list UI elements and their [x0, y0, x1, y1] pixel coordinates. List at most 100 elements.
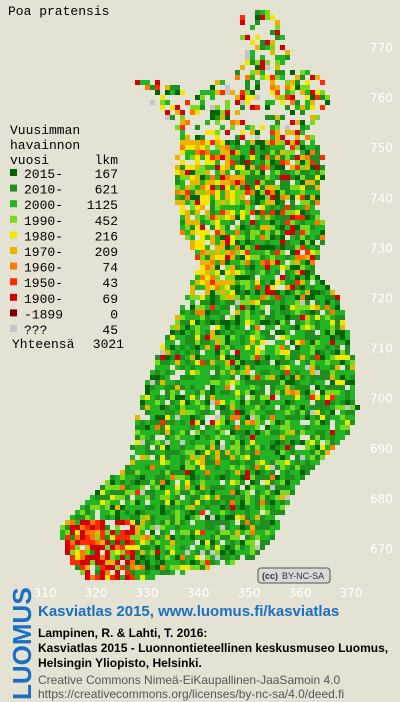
map-cell [250, 155, 255, 160]
map-cell [255, 220, 260, 225]
map-cell [275, 230, 280, 235]
map-cell [245, 50, 250, 55]
map-cell [165, 435, 170, 440]
map-cell [140, 515, 145, 520]
map-cell [255, 160, 260, 165]
map-cell [240, 440, 245, 445]
map-cell [245, 55, 250, 60]
map-cell [315, 305, 320, 310]
map-cell [285, 385, 290, 390]
map-cell [225, 420, 230, 425]
map-cell [245, 60, 250, 65]
map-cell [160, 365, 165, 370]
map-cell [245, 240, 250, 245]
map-cell [190, 505, 195, 510]
map-cell [300, 120, 305, 125]
map-cell [170, 475, 175, 480]
map-cell [105, 480, 110, 485]
map-cell [110, 555, 115, 560]
map-cell [225, 365, 230, 370]
map-cell [305, 250, 310, 255]
map-cell [165, 115, 170, 120]
map-cell [160, 405, 165, 410]
map-cell [280, 480, 285, 485]
map-cell [245, 365, 250, 370]
map-cell [210, 460, 215, 465]
map-cell [225, 145, 230, 150]
map-cell [190, 535, 195, 540]
map-cell [190, 145, 195, 150]
map-cell [295, 190, 300, 195]
map-cell [190, 190, 195, 195]
map-cell [185, 545, 190, 550]
map-cell [285, 210, 290, 215]
map-cell [340, 335, 345, 340]
map-cell [210, 205, 215, 210]
footer-link[interactable]: Kasviatlas 2015, www.luomus.fi/kasviatla… [38, 603, 339, 620]
map-cell [275, 500, 280, 505]
map-cell [75, 520, 80, 525]
map-cell [250, 260, 255, 265]
map-cell [270, 535, 275, 540]
map-cell [315, 180, 320, 185]
map-cell [190, 390, 195, 395]
map-cell [195, 190, 200, 195]
map-cell [125, 480, 130, 485]
map-cell [275, 185, 280, 190]
map-cell [185, 100, 190, 105]
map-cell [235, 155, 240, 160]
map-cell [135, 490, 140, 495]
map-cell [155, 525, 160, 530]
map-cell [215, 200, 220, 205]
map-cell [315, 335, 320, 340]
map-cell [120, 565, 125, 570]
map-cell [320, 285, 325, 290]
map-cell [150, 400, 155, 405]
map-cell [95, 555, 100, 560]
map-cell [150, 475, 155, 480]
map-cell [245, 555, 250, 560]
map-cell [80, 515, 85, 520]
map-cell [335, 380, 340, 385]
map-cell [155, 470, 160, 475]
map-cell [290, 275, 295, 280]
map-cell [220, 125, 225, 130]
map-cell [230, 465, 235, 470]
map-cell [220, 150, 225, 155]
map-cell [200, 240, 205, 245]
map-cell [130, 560, 135, 565]
map-cell [195, 400, 200, 405]
map-cell [250, 525, 255, 530]
map-cell [220, 515, 225, 520]
map-cell [290, 225, 295, 230]
map-cell [220, 300, 225, 305]
map-cell [235, 275, 240, 280]
map-cell [195, 375, 200, 380]
map-cell [90, 540, 95, 545]
map-cell [350, 375, 355, 380]
map-cell [225, 380, 230, 385]
map-cell [205, 245, 210, 250]
legend-count: 216 [95, 229, 118, 244]
map-cell [155, 410, 160, 415]
map-cell [330, 345, 335, 350]
map-cell [280, 240, 285, 245]
north-label: 770 [370, 41, 393, 55]
map-cell [120, 575, 125, 580]
map-cell [205, 360, 210, 365]
map-cell [85, 560, 90, 565]
map-cell [185, 175, 190, 180]
map-cell [190, 540, 195, 545]
map-cell [310, 275, 315, 280]
license[interactable]: https://creativecommons.org/licenses/by-… [38, 687, 344, 701]
map-cell [265, 355, 270, 360]
map-cell [190, 565, 195, 570]
map-cell [200, 415, 205, 420]
map-cell [160, 440, 165, 445]
map-cell [190, 235, 195, 240]
legend-swatch [10, 200, 17, 208]
map-cell [225, 245, 230, 250]
map-cell [150, 575, 155, 580]
map-cell [215, 285, 220, 290]
map-cell [155, 80, 160, 85]
